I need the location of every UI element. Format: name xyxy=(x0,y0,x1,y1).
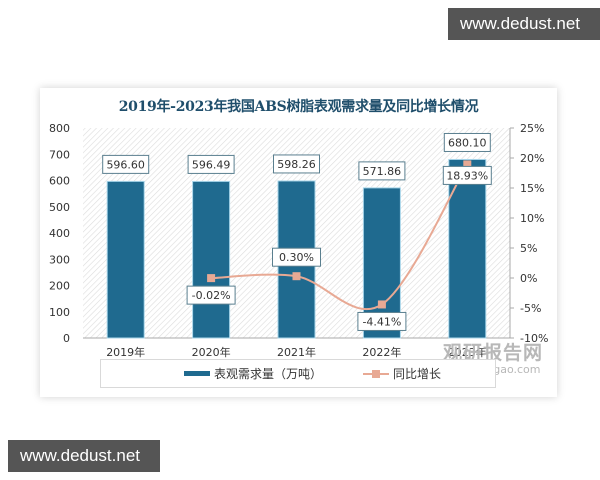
bar-value-label-box xyxy=(102,154,150,174)
left-axis-tick: 100 xyxy=(49,306,70,319)
line-swatch-icon xyxy=(363,369,389,378)
line-point-marker xyxy=(292,272,301,281)
chart-title: 2019年-2023年我国ABS树脂表观需求量及同比增长情况 xyxy=(118,99,479,115)
line-point-marker xyxy=(377,300,386,309)
line-value-label: 0.30% xyxy=(279,251,314,264)
legend-item-growth: 同比增长 xyxy=(363,365,441,382)
bar-value-label: 596.49 xyxy=(192,158,231,171)
chart-legend: 表观需求量（万吨） 同比增长 xyxy=(100,359,496,388)
bar-value-label-box xyxy=(358,161,406,181)
watermark-top: www.dedust.net xyxy=(448,8,600,40)
bar-value-label-box xyxy=(273,154,320,174)
bar xyxy=(106,180,145,339)
x-axis-label: 2023年 xyxy=(448,345,487,359)
line-value-label: -0.02% xyxy=(192,289,231,302)
bar-swatch-icon xyxy=(184,371,210,376)
logo-cn-text: 观研报告网 xyxy=(443,342,544,364)
right-axis-tick: 20% xyxy=(520,152,544,165)
bar-value-label: 598.26 xyxy=(277,158,316,171)
right-axis-tick: -5% xyxy=(520,302,541,315)
chart-card: 2019年-2023年我国ABS树脂表观需求量及同比增长情况 800 700 600… xyxy=(40,88,557,397)
left-axis-tick: 700 xyxy=(49,148,70,161)
right-axis-tick: 5% xyxy=(520,242,537,255)
line-value-label: 18.93% xyxy=(446,169,488,182)
line-value-label: -4.41% xyxy=(362,315,401,328)
legend-item-demand: 表观需求量（万吨） xyxy=(184,365,322,382)
x-axis-label: 2019年 xyxy=(106,345,145,359)
bar-value-label-box xyxy=(187,154,235,174)
left-axis-tick: 400 xyxy=(49,227,70,240)
line-value-label-box xyxy=(357,311,407,331)
left-axis-tick: 300 xyxy=(49,253,70,266)
right-axis-tick: -10% xyxy=(520,332,548,345)
left-axis-tick: 600 xyxy=(49,175,70,188)
line-value-label-box xyxy=(442,165,492,185)
bar-value-label: 680.10 xyxy=(448,136,487,149)
bar-value-label-box xyxy=(443,132,491,152)
watermark-bottom: www.dedust.net xyxy=(8,440,160,472)
line-point-marker xyxy=(207,274,216,283)
line-value-label-box xyxy=(272,247,321,267)
left-axis-tick: 500 xyxy=(49,201,70,214)
right-axis-tick: 25% xyxy=(520,122,544,135)
line-value-label-box xyxy=(186,285,236,305)
bar-value-label: 571.86 xyxy=(363,165,402,178)
legend-label-demand: 表观需求量（万吨） xyxy=(214,367,323,381)
left-axis-tick: 800 xyxy=(49,122,70,135)
legend-label-growth: 同比增长 xyxy=(393,367,442,381)
left-axis-tick: 200 xyxy=(49,280,70,293)
right-axis-tick: 0% xyxy=(520,272,537,285)
chart-plot: 800 700 600 500 400 300 200 100 0 25% 20% 15% 10% 5%… xyxy=(49,122,548,359)
bar xyxy=(448,158,487,339)
right-axis-tick: 10% xyxy=(520,212,544,225)
right-axis-tick: 15% xyxy=(520,182,544,195)
x-axis-label: 2021年 xyxy=(277,345,316,359)
line-point-marker xyxy=(463,160,472,169)
bar xyxy=(192,180,231,339)
left-axis-tick: 0 xyxy=(63,332,70,345)
bar-value-label: 596.60 xyxy=(106,158,145,171)
x-axis-label: 2020年 xyxy=(192,345,231,359)
growth-line xyxy=(211,163,469,311)
x-axis-label: 2022年 xyxy=(362,345,401,359)
